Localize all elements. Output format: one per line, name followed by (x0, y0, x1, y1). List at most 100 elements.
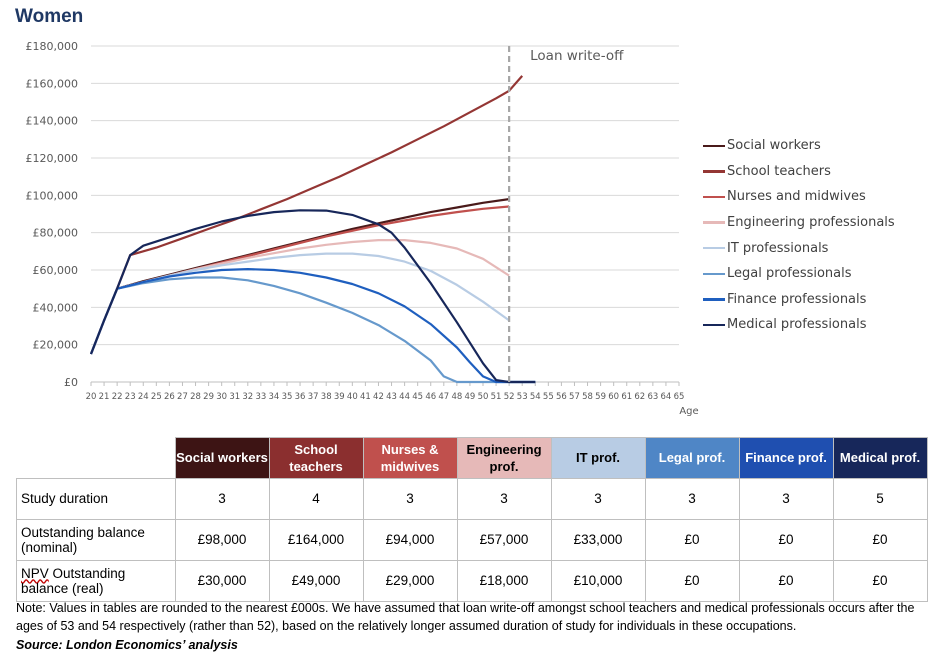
table-cell: £33,000 (550, 518, 646, 561)
x-tick-label: 29 (203, 392, 214, 402)
legend-swatch (703, 195, 725, 199)
source-text: Source: London Economics’ analysis (16, 638, 238, 652)
x-tick-label: 46 (425, 392, 436, 402)
table-corner (17, 438, 176, 479)
y-tick-label: £80,000 (33, 227, 79, 240)
y-tick-label: £40,000 (33, 301, 79, 314)
table-row: NPV Outstanding balance (real) £30,000 £49… (16, 559, 928, 602)
x-tick-label: 28 (190, 392, 201, 402)
table-cell: 3 (644, 477, 740, 520)
legend-entry: Engineering professionals (703, 210, 895, 236)
table-cell: 3 (738, 477, 834, 520)
x-tick-label: 38 (321, 392, 332, 402)
x-tick-label: 47 (438, 392, 449, 402)
note-text: Note: Values in tables are rounded to th… (16, 601, 915, 633)
table-cell: 5 (832, 477, 928, 520)
x-tick-label: 20 (86, 392, 97, 402)
table-header-row: Social workers School teachers Nurses & mi… (17, 437, 928, 479)
x-tick-label: 23 (125, 392, 136, 402)
legend-swatch (703, 323, 725, 327)
series-line (89, 198, 510, 355)
x-axis-ticks: 20 21 22 23 24 25 26 27 28 29 30 31 32 33 34 35 36 37 38 39… (86, 382, 699, 417)
legend-label: Medical professionals (727, 317, 867, 333)
table-column-header: School teachers (268, 437, 364, 479)
x-tick-label: 21 (99, 392, 110, 402)
table-column-header: Nurses & midwives (362, 437, 458, 479)
summary-table: Social workers School teachers Nurses & mi… (16, 437, 928, 602)
x-tick-label: 36 (295, 392, 306, 402)
table-body: Study duration 3 4 3 3 3 3 3 5 Outstanding balanc… (16, 477, 928, 602)
chart-title: Women (15, 6, 84, 27)
table-cell: £0 (832, 559, 928, 602)
table-column-header: Social workers (174, 437, 270, 479)
x-tick-label: 27 (177, 392, 188, 402)
x-tick-label: 43 (386, 392, 397, 402)
x-tick-label: 56 (556, 392, 567, 402)
legend-entry: Legal professionals (703, 261, 895, 287)
table-cell: £0 (644, 518, 740, 561)
x-tick-label: 37 (308, 392, 319, 402)
table-cell: £57,000 (456, 518, 552, 561)
legend-entry: School teachers (703, 159, 895, 185)
legend-entry: Medical professionals (703, 312, 895, 338)
legend-label: Legal professionals (727, 266, 852, 282)
legend-entry: Nurses and midwives (703, 184, 895, 210)
table-cell: 3 (550, 477, 646, 520)
legend-label: Finance professionals (727, 291, 867, 307)
line-chart: £0 £20,000 £40,000 £60,000 £80,000 £100,000 £1… (26, 40, 699, 417)
table-cell: £0 (738, 518, 834, 561)
writeoff-annotation: Loan write-off (508, 46, 624, 382)
x-tick-label: 63 (647, 392, 658, 402)
legend-swatch (703, 272, 725, 276)
x-tick-label: 39 (334, 392, 345, 402)
legend-swatch (703, 144, 725, 148)
legend-swatch (703, 170, 725, 173)
legend-label: School teachers (727, 163, 831, 179)
x-tick-label: 53 (517, 392, 528, 402)
legend-label: Engineering professionals (727, 215, 895, 231)
table-cell: £10,000 (550, 559, 646, 602)
legend-swatch (703, 246, 725, 250)
x-tick-label: 33 (255, 392, 266, 402)
table-row: Study duration 3 4 3 3 3 3 3 5 (16, 477, 928, 520)
gridlines (91, 45, 679, 383)
table-row-label: NPV Outstanding balance (real) (16, 559, 176, 602)
y-axis-ticks: £0 £20,000 £40,000 £60,000 £80,000 £100,000 £1… (26, 40, 79, 389)
x-tick-label: 50 (478, 392, 489, 402)
table-cell: 3 (456, 477, 552, 520)
table-cell: £18,000 (456, 559, 552, 602)
x-tick-label: 41 (360, 392, 371, 402)
y-tick-label: £180,000 (26, 40, 79, 53)
x-tick-label: 51 (491, 392, 502, 402)
x-tick-label: 22 (112, 392, 123, 402)
writeoff-label: Loan write-off (530, 48, 624, 64)
x-tick-label: 61 (621, 392, 632, 402)
legend-swatch (703, 221, 725, 224)
spellcheck-underlined-word: NPV (21, 565, 49, 581)
x-tick-label: 40 (347, 392, 358, 402)
series-line (89, 75, 524, 355)
x-tick-label: 31 (229, 392, 240, 402)
table-row-label: Outstanding balance (nominal) (16, 518, 176, 561)
table-column-header: Engineering prof. (456, 437, 552, 479)
table-column-header: IT prof. (550, 437, 646, 479)
series-line (89, 209, 536, 384)
x-tick-label: 32 (242, 392, 253, 402)
x-tick-label: 24 (138, 392, 149, 402)
table-cell: 4 (268, 477, 364, 520)
x-tick-label: 54 (530, 392, 541, 402)
table-column-header: Legal prof. (644, 437, 740, 479)
x-tick-label: 65 (674, 392, 685, 402)
x-tick-label: 34 (269, 392, 280, 402)
table-cell: 3 (362, 477, 458, 520)
table-column-header: Medical prof. (832, 437, 928, 479)
y-tick-label: £160,000 (26, 77, 79, 90)
x-tick-label: 30 (216, 392, 227, 402)
x-tick-label: 48 (451, 392, 462, 402)
table-cell: 3 (174, 477, 270, 520)
x-tick-label: 64 (661, 392, 672, 402)
x-tick-label: 60 (608, 392, 619, 402)
legend: Social workers School teachers Nurses and … (703, 133, 895, 338)
table-cell: £29,000 (362, 559, 458, 602)
y-tick-label: £0 (64, 376, 78, 389)
